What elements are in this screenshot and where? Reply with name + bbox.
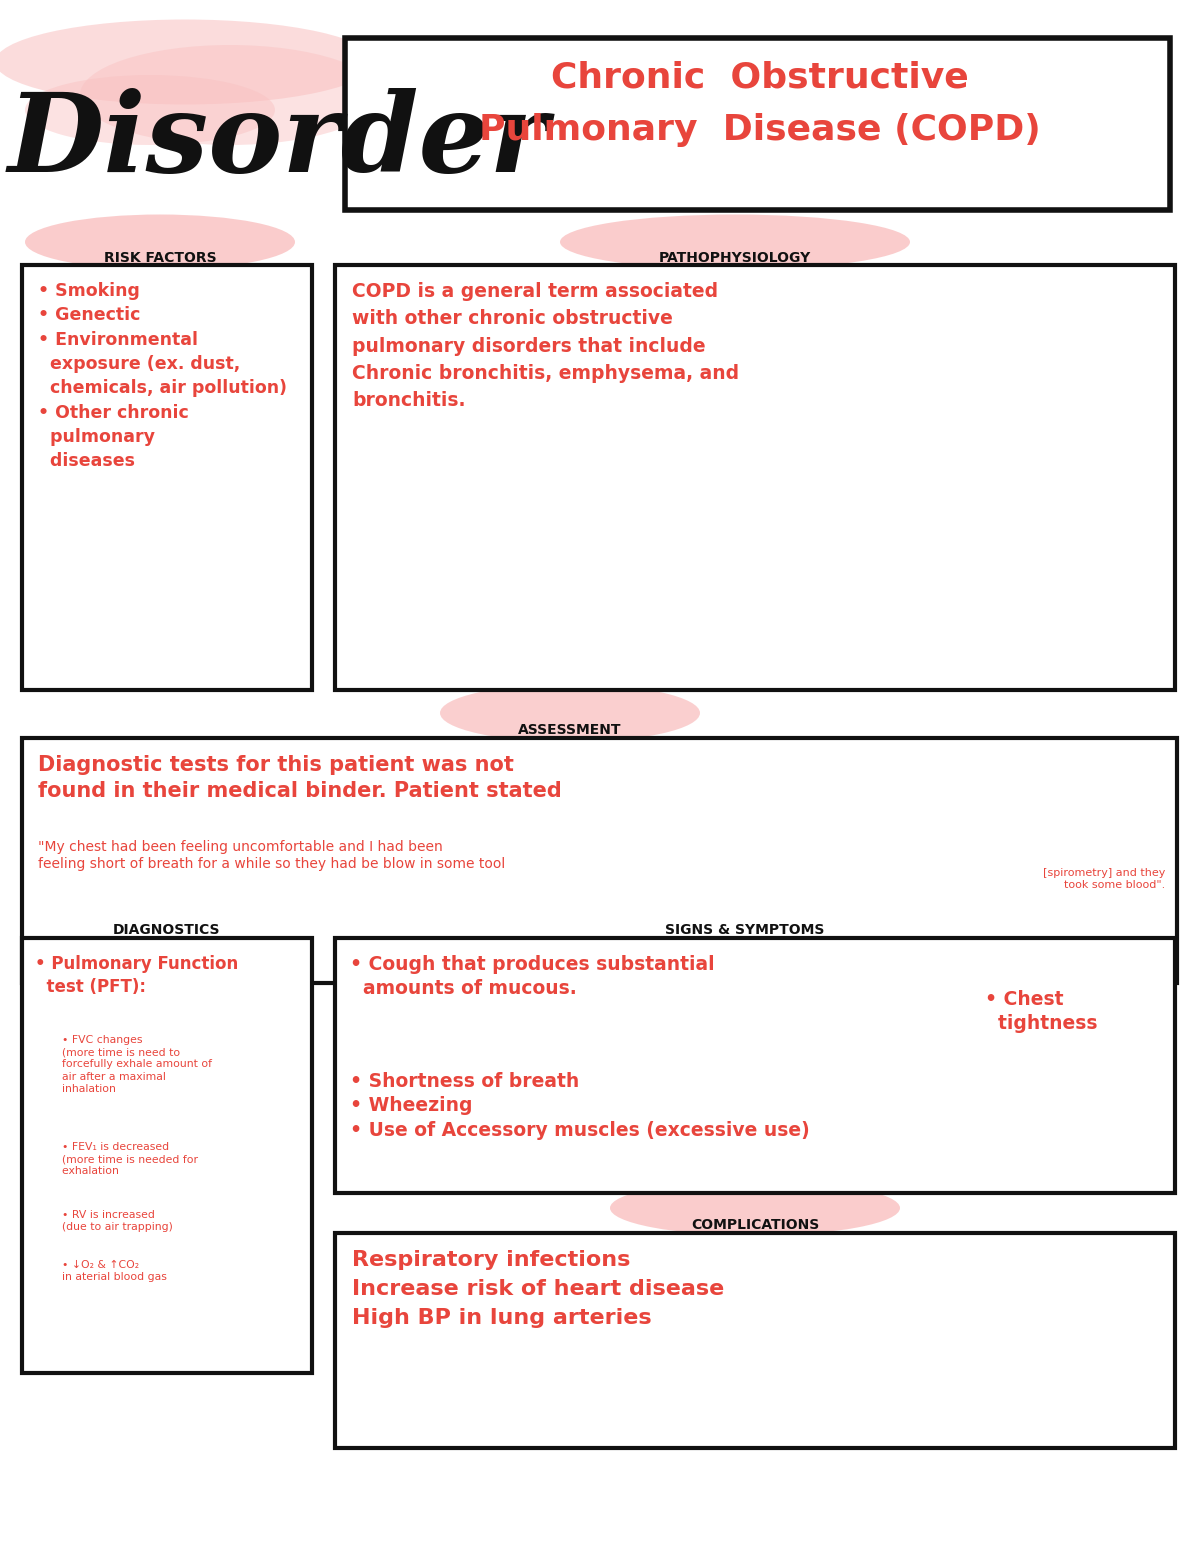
Bar	[346, 39, 1170, 209]
Bar	[22, 265, 312, 690]
Text: Chronic  Obstructive: Chronic Obstructive	[551, 60, 968, 95]
Text: • ↓O₂ & ↑CO₂
  in aterial blood gas: • ↓O₂ & ↑CO₂ in aterial blood gas	[55, 1260, 167, 1282]
Ellipse shape	[25, 214, 295, 270]
Bar	[335, 938, 1175, 1194]
Ellipse shape	[610, 1181, 900, 1235]
Text: ASSESSMENT: ASSESSMENT	[518, 722, 622, 736]
Bar	[335, 1232, 1175, 1448]
Text: COPD is a general term associated
with other chronic obstructive
pulmonary disor: COPD is a general term associated with o…	[352, 282, 739, 411]
Ellipse shape	[560, 214, 910, 270]
Text: [spirometry] and they
took some blood".: [spirometry] and they took some blood".	[1043, 868, 1165, 890]
Ellipse shape	[32, 885, 302, 941]
Text: "My chest had been feeling uncomfortable and I had been
feeling short of breath : "My chest had been feeling uncomfortable…	[38, 840, 505, 871]
Ellipse shape	[80, 45, 380, 146]
Text: Respiratory infections
Increase risk of heart disease
High BP in lung arteries: Respiratory infections Increase risk of …	[352, 1249, 725, 1328]
Text: Diagnostic tests for this patient was not
found in their medical binder. Patient: Diagnostic tests for this patient was no…	[38, 755, 562, 801]
Text: • Smoking
• Genectic
• Environmental
  exposure (ex. dust,
  chemicals, air poll: • Smoking • Genectic • Environmental exp…	[38, 282, 287, 470]
Bar	[22, 938, 312, 1373]
Ellipse shape	[25, 74, 275, 146]
Text: DIAGNOSTICS: DIAGNOSTICS	[113, 922, 221, 938]
Text: RISK FACTORS: RISK FACTORS	[103, 251, 216, 265]
Text: SIGNS & SYMPTOMS: SIGNS & SYMPTOMS	[665, 922, 824, 938]
Ellipse shape	[570, 885, 920, 941]
Bar	[22, 738, 1177, 983]
Text: • Chest
  tightness: • Chest tightness	[985, 990, 1098, 1034]
Text: • FVC changes
  (more time is need to
  forcefully exhale amount of
  air after : • FVC changes (more time is need to forc…	[55, 1035, 212, 1094]
Text: COMPLICATIONS: COMPLICATIONS	[691, 1218, 820, 1232]
Ellipse shape	[0, 20, 374, 104]
Text: Pulmonary  Disease (COPD): Pulmonary Disease (COPD)	[479, 113, 1040, 147]
Text: • RV is increased
  (due to air trapping): • RV is increased (due to air trapping)	[55, 1211, 173, 1232]
Text: • Shortness of breath
• Wheezing
• Use of Accessory muscles (excessive use): • Shortness of breath • Wheezing • Use o…	[350, 1073, 810, 1139]
Text: PATHOPHYSIOLOGY: PATHOPHYSIOLOGY	[659, 251, 811, 265]
Ellipse shape	[440, 684, 700, 742]
Bar	[335, 265, 1175, 690]
Text: • Cough that produces substantial
  amounts of mucous.: • Cough that produces substantial amount…	[350, 955, 715, 998]
Text: Disorder: Disorder	[8, 87, 548, 195]
Text: • Pulmonary Function
  test (PFT):: • Pulmonary Function test (PFT):	[35, 955, 239, 997]
Text: • FEV₁ is decreased
  (more time is needed for
  exhalation: • FEV₁ is decreased (more time is needed…	[55, 1142, 198, 1176]
